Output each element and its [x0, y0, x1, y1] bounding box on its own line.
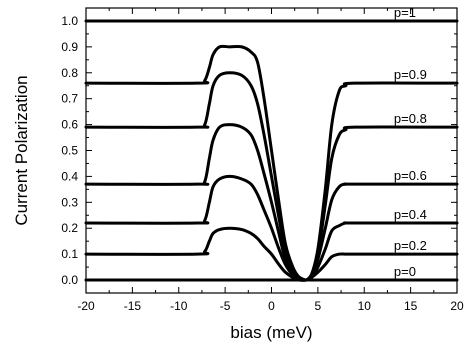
- x-axis-ticks: -20 -15 -10 -5 0 5 10 15 20: [77, 8, 464, 313]
- series-line: [84, 44, 459, 282]
- y-tick-label: 0.7: [61, 92, 78, 106]
- series-label: p=1: [394, 5, 416, 20]
- y-tick-label: 0.5: [61, 144, 78, 158]
- x-tick-label: 0: [268, 299, 275, 313]
- series-line: [84, 174, 459, 282]
- series-line: [84, 226, 459, 282]
- y-tick-label: 0.9: [61, 40, 78, 54]
- y-axis-ticks: 0.0 0.1 0.2 0.3 0.4 0.5 0.6 0.7 0.8 0.9 1.0: [61, 14, 457, 287]
- y-tick-label: 0.3: [61, 195, 78, 209]
- x-tick-label: -5: [220, 299, 231, 313]
- x-tick-label: 20: [450, 299, 464, 313]
- y-tick-label: 0.1: [61, 247, 78, 261]
- series-line: [84, 123, 459, 282]
- x-tick-label: -20: [77, 299, 95, 313]
- series-label: p=0.2: [394, 238, 427, 253]
- x-tick-label: 5: [315, 299, 322, 313]
- x-tick-label: 10: [358, 299, 372, 313]
- series-label: p=0: [394, 264, 416, 279]
- series-label: p=0.8: [394, 111, 427, 126]
- series-labels: p=1 p=0.9 p=0.8 p=0.6 p=0.4 p=0.2 p=0: [394, 5, 427, 279]
- x-axis-title: bias (meV): [230, 323, 312, 342]
- x-tick-label: -15: [124, 299, 142, 313]
- y-tick-label: 0.6: [61, 118, 78, 132]
- y-axis-title: Current Polarization: [12, 75, 31, 225]
- x-tick-label: 15: [404, 299, 418, 313]
- series-lines: [84, 19, 459, 282]
- series-label: p=0.9: [394, 67, 427, 82]
- y-tick-label: 0.4: [61, 169, 78, 183]
- series-label: p=0.6: [394, 168, 427, 183]
- y-tick-label: 0.8: [61, 66, 78, 80]
- y-tick-label: 0.2: [61, 221, 78, 235]
- y-tick-label: 0.0: [61, 273, 78, 287]
- y-tick-label: 1.0: [61, 14, 78, 28]
- series-line: [84, 71, 459, 282]
- series-label: p=0.4: [394, 207, 427, 222]
- x-tick-label: -10: [170, 299, 188, 313]
